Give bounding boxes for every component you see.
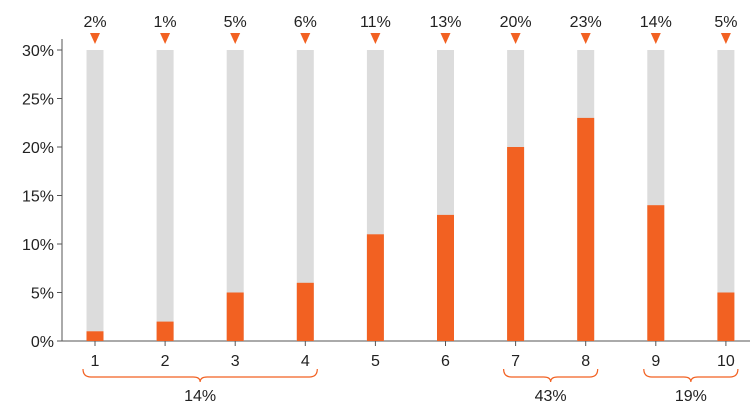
bar-top-label: 6% [294, 14, 317, 31]
bar-marker-triangle [370, 33, 381, 44]
bar-marker-triangle [720, 33, 731, 44]
group-brace [503, 368, 599, 383]
group-label: 43% [535, 388, 567, 405]
y-tick-label: 20% [22, 140, 54, 157]
bar [296, 282, 314, 341]
x-tick-label: 9 [651, 353, 660, 370]
y-tick-label: 15% [22, 189, 54, 206]
y-tick-label: 30% [22, 43, 54, 60]
x-tick-label: 3 [231, 353, 240, 370]
bar-marker-triangle [650, 33, 661, 44]
bar [507, 147, 525, 341]
bar-top-label: 1% [154, 14, 177, 31]
bar-top-label: 5% [714, 14, 737, 31]
bar-background-track [226, 50, 244, 341]
bar [577, 117, 595, 342]
bar [437, 214, 454, 341]
bar-marker-triangle [300, 33, 311, 44]
group-label: 19% [675, 388, 707, 405]
bar-marker-triangle [90, 33, 100, 44]
bar-background-track [717, 50, 735, 341]
y-tick-label: 5% [31, 286, 54, 303]
bar-marker-triangle [160, 33, 171, 44]
bar-marker-triangle [510, 33, 521, 44]
bar-background-track [86, 50, 104, 341]
bar-top-label: 13% [429, 14, 461, 31]
y-tick-label: 0% [31, 334, 54, 351]
bar [366, 234, 384, 341]
bar [156, 321, 174, 341]
group-brace [82, 368, 318, 383]
x-tick-label: 10 [717, 353, 735, 370]
x-tick-label: 7 [511, 353, 520, 370]
y-tick-label: 10% [22, 237, 54, 254]
group-brace [643, 368, 739, 383]
bar-marker-triangle [580, 33, 591, 44]
y-tick-label: 25% [22, 92, 54, 109]
bar [647, 205, 665, 341]
bar-top-label: 14% [640, 14, 672, 31]
x-tick-label: 1 [91, 353, 100, 370]
bar [226, 292, 244, 341]
bar-top-label: 11% [360, 14, 391, 31]
x-tick-label: 4 [301, 353, 310, 370]
bar-marker-triangle [230, 33, 241, 44]
bar-top-label: 5% [224, 14, 247, 31]
bar-top-label: 20% [500, 14, 532, 31]
bar-background-track [296, 50, 314, 341]
x-tick-label: 6 [441, 353, 450, 370]
bar-top-label: 2% [83, 14, 106, 31]
bar-marker-triangle [440, 33, 451, 44]
bar-top-label: 23% [570, 14, 602, 31]
x-tick-label: 8 [581, 353, 590, 370]
bar-background-track [156, 50, 174, 341]
x-tick-label: 5 [371, 353, 380, 370]
bar [86, 331, 104, 341]
x-tick-label: 2 [161, 353, 170, 370]
bar [717, 292, 735, 341]
group-label: 14% [184, 388, 216, 405]
